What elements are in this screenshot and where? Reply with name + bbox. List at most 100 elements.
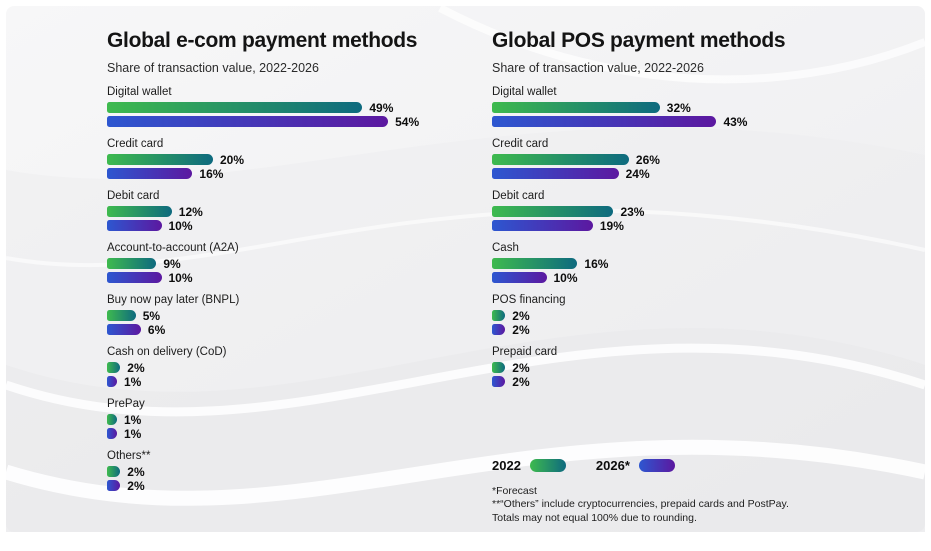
category-group: POS financing 2% 2% (492, 294, 852, 337)
legend-swatch-2026 (638, 459, 675, 472)
bar-value-2026: 43% (723, 114, 748, 129)
category-label: PrePay (107, 398, 145, 411)
footnote-others: **“Others” include cryptocurrencies, pre… (492, 498, 789, 511)
bar-2026 (107, 220, 162, 232)
bar-value-2026: 1% (124, 426, 142, 441)
legend-label-2026: 2026* (595, 458, 630, 473)
bar-2026 (107, 116, 389, 128)
bar-row-2022: 23% (492, 204, 852, 219)
bar-row-2022: 2% (107, 360, 467, 375)
bar-2026 (492, 116, 717, 128)
bar-row-2026: 24% (492, 166, 852, 181)
bar-2026 (107, 272, 162, 284)
bar-2022 (492, 362, 506, 374)
bar-value-2022: 2% (127, 360, 145, 375)
category-label: POS financing (492, 294, 566, 307)
category-label: Credit card (107, 138, 164, 151)
bar-2022 (107, 206, 172, 218)
ecom-chart: Global e-com payment methods Share of tr… (107, 29, 467, 502)
category-group: Cash on delivery (CoD) 2% 1% (107, 346, 467, 389)
category-label: Prepaid card (492, 346, 558, 359)
bar-row-2026: 1% (107, 426, 467, 441)
bar-row-2022: 20% (107, 153, 467, 167)
bar-row-2026: 43% (492, 114, 852, 129)
bar-value-2022: 16% (584, 256, 609, 271)
pos-chart-rows: Digital wallet 32% 43% Credit card 26% 2… (492, 86, 852, 389)
bar-value-2026: 1% (124, 374, 142, 389)
category-group: Credit card 26% 24% (492, 138, 852, 181)
bar-2022 (107, 102, 363, 114)
footnotes: *Forecast **“Others” include cryptocurre… (492, 485, 789, 525)
bar-value-2026: 24% (625, 166, 650, 181)
bar-value-2022: 26% (635, 152, 660, 167)
ecom-chart-subtitle: Share of transaction value, 2022-2026 (107, 61, 319, 76)
bar-2026 (492, 220, 593, 232)
bar-value-2026: 10% (168, 270, 193, 285)
bar-2026 (107, 428, 117, 440)
bar-value-2022: 49% (369, 100, 394, 115)
bar-row-2022: 26% (492, 152, 852, 167)
bar-2026 (492, 324, 506, 336)
bar-2022 (107, 466, 121, 478)
pos-chart: Global POS payment methods Share of tran… (492, 29, 852, 398)
bar-row-2026: 1% (107, 374, 467, 389)
bar-row-2026: 10% (492, 270, 852, 285)
bar-row-2022: 1% (107, 413, 467, 427)
bar-value-2022: 9% (163, 256, 181, 271)
bar-row-2022: 2% (492, 309, 852, 323)
category-label: Cash on delivery (CoD) (107, 346, 227, 359)
category-group: Account-to-account (A2A) 9% 10% (107, 242, 467, 285)
bar-value-2026: 6% (147, 322, 166, 337)
ecom-chart-title: Global e-com payment methods (107, 29, 418, 52)
bar-value-2022: 23% (620, 204, 645, 219)
bar-value-2026: 10% (553, 270, 578, 285)
category-group: Digital wallet 49% 54% (107, 86, 467, 129)
bar-2022 (107, 258, 157, 270)
category-label: Digital wallet (492, 86, 557, 99)
bar-row-2026: 6% (107, 322, 467, 337)
bar-row-2022: 32% (492, 100, 852, 115)
category-group: Digital wallet 32% 43% (492, 86, 852, 129)
legend: 2022 2026* (492, 458, 675, 473)
bar-value-2026: 2% (127, 478, 145, 493)
bar-2022 (492, 310, 506, 322)
bar-2022 (107, 414, 117, 426)
bar-2022 (492, 102, 660, 114)
bar-value-2026: 54% (395, 114, 420, 129)
bar-row-2026: 16% (107, 166, 467, 181)
bar-row-2022: 49% (107, 100, 467, 115)
bar-row-2026: 2% (107, 478, 467, 493)
footnote-rounding: Totals may not equal 100% due to roundin… (492, 511, 697, 524)
bar-2022 (107, 362, 121, 374)
bar-2022 (492, 258, 578, 270)
bar-value-2022: 12% (178, 204, 203, 219)
bar-2022 (492, 154, 629, 166)
legend-label-2022: 2022 (492, 458, 521, 473)
bar-row-2022: 16% (492, 256, 852, 271)
bar-value-2026: 2% (512, 374, 530, 389)
bar-value-2026: 2% (512, 322, 530, 337)
category-group: Buy now pay later (BNPL) 5% 6% (107, 294, 467, 337)
bar-2026 (492, 168, 619, 180)
category-group: Cash 16% 10% (492, 242, 852, 285)
bar-row-2026: 2% (492, 322, 852, 337)
bar-row-2026: 2% (492, 374, 852, 389)
bar-row-2026: 10% (107, 219, 467, 233)
bar-row-2022: 5% (107, 309, 467, 323)
bar-2022 (492, 206, 614, 218)
legend-item-2022: 2022 (492, 458, 566, 473)
bar-row-2026: 54% (107, 114, 467, 129)
bar-row-2026: 10% (107, 270, 467, 285)
category-group: Debit card 12% 10% (107, 190, 467, 233)
bar-value-2022: 32% (666, 100, 691, 115)
bar-2026 (107, 376, 117, 388)
bar-value-2026: 16% (199, 166, 224, 181)
pos-chart-title: Global POS payment methods (492, 29, 786, 52)
category-label: Account-to-account (A2A) (107, 242, 239, 255)
bar-row-2026: 19% (492, 219, 852, 233)
footnote-forecast: *Forecast (492, 485, 537, 497)
category-label: Others** (107, 450, 151, 463)
legend-item-2026: 2026* (596, 458, 675, 473)
